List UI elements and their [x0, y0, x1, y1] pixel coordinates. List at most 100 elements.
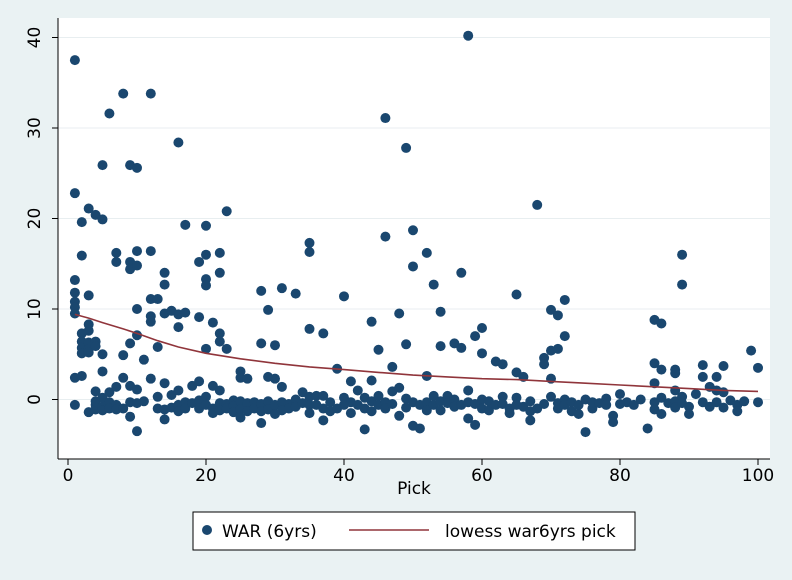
data-point: [739, 396, 750, 407]
data-point: [435, 306, 446, 317]
y-tick-label: 40: [25, 27, 45, 49]
data-point: [718, 387, 729, 398]
data-point: [677, 279, 688, 290]
data-point: [83, 203, 94, 214]
data-point: [318, 390, 329, 401]
data-point: [318, 415, 329, 426]
data-point: [221, 206, 232, 217]
data-point: [214, 328, 225, 339]
data-point: [214, 336, 225, 347]
data-point: [235, 412, 246, 423]
data-point: [180, 307, 191, 318]
data-point: [221, 343, 232, 354]
data-point: [449, 394, 460, 405]
data-point: [394, 308, 405, 319]
data-point: [180, 219, 191, 230]
data-point: [256, 338, 267, 349]
y-tick-label: 30: [25, 117, 45, 139]
data-point: [145, 316, 156, 327]
data-point: [159, 378, 170, 389]
data-point: [69, 308, 80, 319]
data-point: [690, 389, 701, 400]
data-point: [477, 323, 487, 334]
plot-area: [58, 18, 770, 459]
data-point: [345, 408, 356, 419]
data-point: [470, 331, 481, 342]
data-point: [428, 279, 439, 290]
data-point: [366, 316, 377, 327]
data-point: [159, 414, 170, 425]
y-tick-label: 10: [25, 298, 45, 320]
data-point: [69, 287, 80, 298]
data-point: [159, 267, 170, 278]
data-point: [83, 325, 94, 336]
data-point: [718, 402, 729, 413]
data-point: [552, 310, 563, 321]
data-point: [97, 160, 108, 171]
x-tick-label: 0: [63, 466, 74, 486]
data-point: [90, 341, 101, 352]
data-point: [497, 391, 508, 402]
data-point: [83, 290, 94, 301]
legend-label-lowess: lowess war6yrs pick: [445, 522, 616, 542]
data-point: [559, 331, 570, 342]
data-point: [628, 399, 639, 410]
lowess-line: [74, 313, 759, 393]
data-point: [345, 376, 356, 387]
data-point: [559, 294, 570, 305]
data-point: [242, 373, 253, 384]
data-point: [132, 162, 142, 173]
data-point: [546, 391, 556, 402]
data-point: [656, 318, 667, 329]
data-point: [656, 392, 667, 403]
data-point: [387, 399, 398, 410]
data-point: [132, 260, 142, 271]
data-point: [352, 385, 363, 396]
data-point: [201, 249, 211, 260]
data-point: [132, 384, 142, 395]
data-point: [408, 225, 418, 236]
data-point: [359, 424, 370, 435]
data-point: [118, 350, 129, 361]
data-point: [76, 217, 87, 228]
legend-marker-war: [202, 525, 212, 535]
x-axis-label: Pick: [397, 479, 431, 499]
data-point: [380, 231, 391, 242]
data-point: [684, 408, 694, 419]
data-point: [138, 354, 149, 365]
data-point: [697, 360, 708, 371]
data-point: [118, 88, 129, 99]
data-point: [525, 415, 536, 426]
data-point: [97, 349, 108, 360]
x-tick-label: 60: [471, 466, 493, 486]
data-point: [366, 406, 377, 417]
data-point: [69, 399, 80, 410]
y-tick-label: 20: [25, 208, 45, 230]
data-point: [497, 359, 508, 370]
data-point: [111, 256, 122, 267]
data-point: [373, 344, 384, 355]
legend: WAR (6yrs) lowess war6yrs pick: [192, 511, 636, 551]
data-point: [132, 426, 142, 437]
data-point: [601, 399, 612, 410]
data-point: [311, 390, 322, 401]
data-point: [656, 408, 667, 419]
data-point: [159, 279, 170, 290]
data-point: [214, 385, 225, 396]
legend-label-war: WAR (6yrs): [222, 522, 317, 542]
data-point: [304, 408, 315, 419]
data-point: [270, 340, 280, 351]
data-point: [421, 247, 432, 258]
scatter-points: [69, 30, 763, 438]
data-point: [539, 399, 550, 410]
data-point: [401, 339, 412, 350]
x-tick-label: 20: [195, 466, 217, 486]
data-point: [746, 345, 757, 356]
data-point: [684, 401, 694, 412]
data-point: [635, 394, 646, 405]
x-tick-label: 40: [333, 466, 355, 486]
data-point: [463, 413, 474, 424]
data-point: [373, 390, 384, 401]
data-point: [69, 55, 80, 66]
